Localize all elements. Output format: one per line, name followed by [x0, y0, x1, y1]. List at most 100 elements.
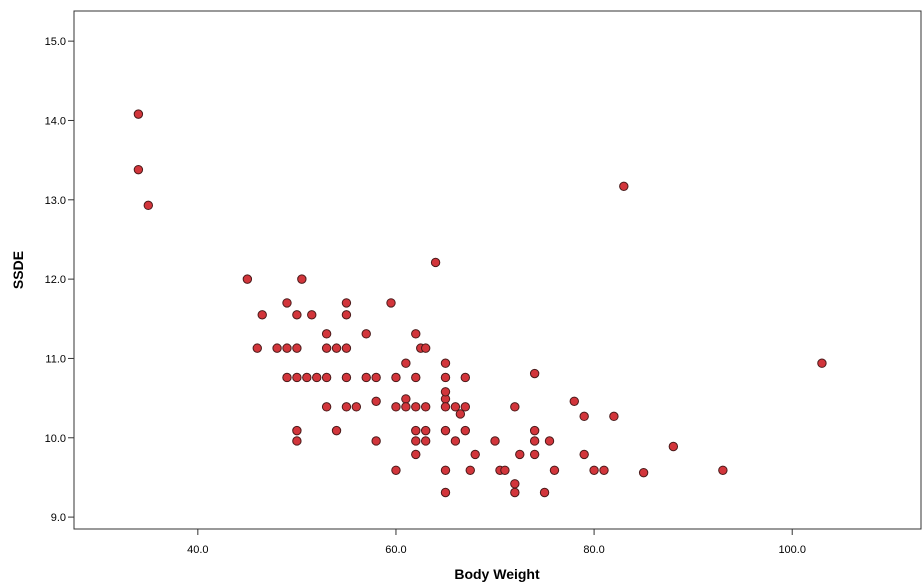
- y-tick-label: 13.0: [45, 195, 66, 207]
- data-point: [440, 387, 451, 397]
- data-point: [420, 436, 431, 446]
- data-point: [341, 343, 352, 353]
- data-point: [341, 298, 352, 308]
- data-point: [391, 402, 401, 412]
- data-point: [391, 465, 401, 475]
- data-point: [272, 343, 282, 353]
- y-axis: 9.0 10.0 11.0 12.0 13.0 14.0 15.0: [45, 36, 74, 524]
- y-tick-label: 12.0: [45, 274, 66, 286]
- data-point: [529, 425, 540, 436]
- data-point: [297, 274, 307, 284]
- y-tick-label: 14.0: [45, 115, 66, 127]
- data-point: [411, 329, 421, 339]
- data-point: [609, 411, 619, 422]
- data-point: [341, 310, 352, 320]
- data-points: [133, 109, 827, 498]
- data-point: [282, 343, 292, 353]
- y-tick-label: 10.0: [45, 433, 66, 445]
- data-point: [510, 479, 520, 489]
- data-point: [515, 449, 525, 460]
- data-point: [411, 425, 421, 436]
- data-point: [579, 411, 589, 422]
- data-point: [599, 465, 609, 475]
- data-point: [465, 465, 475, 475]
- data-point: [455, 409, 466, 419]
- x-tick-label: 80.0: [583, 544, 604, 556]
- data-point: [430, 257, 441, 268]
- data-point: [307, 310, 317, 320]
- data-point: [411, 402, 421, 412]
- data-point: [500, 465, 510, 475]
- data-point: [460, 425, 471, 436]
- data-point: [321, 343, 332, 353]
- data-point: [242, 274, 253, 284]
- y-tick-label: 11.0: [45, 353, 66, 365]
- y-axis-title: SSDE: [10, 251, 26, 289]
- data-point: [292, 343, 302, 353]
- data-point: [386, 298, 396, 308]
- data-point: [321, 402, 332, 412]
- data-point: [529, 368, 540, 379]
- data-point: [371, 436, 381, 446]
- x-axis-title: Body Weight: [454, 566, 540, 582]
- data-point: [411, 436, 421, 446]
- data-point: [544, 436, 555, 446]
- data-point: [420, 425, 431, 436]
- data-point: [549, 465, 560, 475]
- data-point: [292, 372, 302, 383]
- data-point: [401, 358, 411, 368]
- data-point: [440, 358, 451, 368]
- data-point: [391, 372, 401, 383]
- data-point: [817, 358, 827, 368]
- data-point: [440, 487, 451, 498]
- data-point: [529, 436, 540, 446]
- data-point: [292, 436, 302, 446]
- data-point: [510, 402, 520, 412]
- data-point: [252, 343, 262, 353]
- data-point: [470, 449, 480, 460]
- y-tick-label: 15.0: [45, 36, 66, 48]
- data-point: [440, 372, 451, 383]
- data-point: [321, 329, 332, 339]
- x-axis: 40.0 60.0 80.0 100.0: [187, 529, 806, 556]
- data-point: [282, 298, 292, 308]
- data-point: [282, 372, 292, 383]
- data-point: [331, 425, 342, 436]
- x-tick-label: 100.0: [778, 544, 806, 556]
- data-point: [341, 402, 352, 412]
- data-point: [133, 164, 144, 175]
- data-point: [579, 449, 589, 460]
- data-point: [450, 436, 461, 446]
- data-point: [529, 449, 540, 460]
- x-tick-label: 60.0: [385, 544, 406, 556]
- data-point: [401, 394, 411, 404]
- data-point: [361, 329, 371, 339]
- data-point: [292, 310, 302, 320]
- data-point: [401, 402, 411, 412]
- data-point: [668, 441, 679, 452]
- data-point: [321, 372, 332, 383]
- data-point: [718, 465, 728, 475]
- data-point: [490, 436, 500, 446]
- data-point: [133, 109, 144, 119]
- data-point: [440, 402, 451, 412]
- data-point: [510, 487, 520, 498]
- data-point: [371, 372, 381, 383]
- data-point: [450, 402, 461, 412]
- data-point: [341, 372, 352, 383]
- data-point: [302, 372, 312, 383]
- data-point: [589, 465, 599, 475]
- data-point: [257, 310, 267, 320]
- data-point: [460, 372, 471, 383]
- y-tick-label: 9.0: [51, 512, 66, 524]
- data-point: [440, 425, 451, 436]
- data-point: [638, 467, 649, 478]
- data-point: [619, 181, 629, 192]
- x-tick-label: 40.0: [187, 544, 208, 556]
- data-point: [539, 487, 550, 498]
- data-point: [420, 343, 431, 353]
- data-point: [411, 449, 421, 460]
- data-point: [143, 200, 153, 211]
- data-point: [371, 396, 381, 406]
